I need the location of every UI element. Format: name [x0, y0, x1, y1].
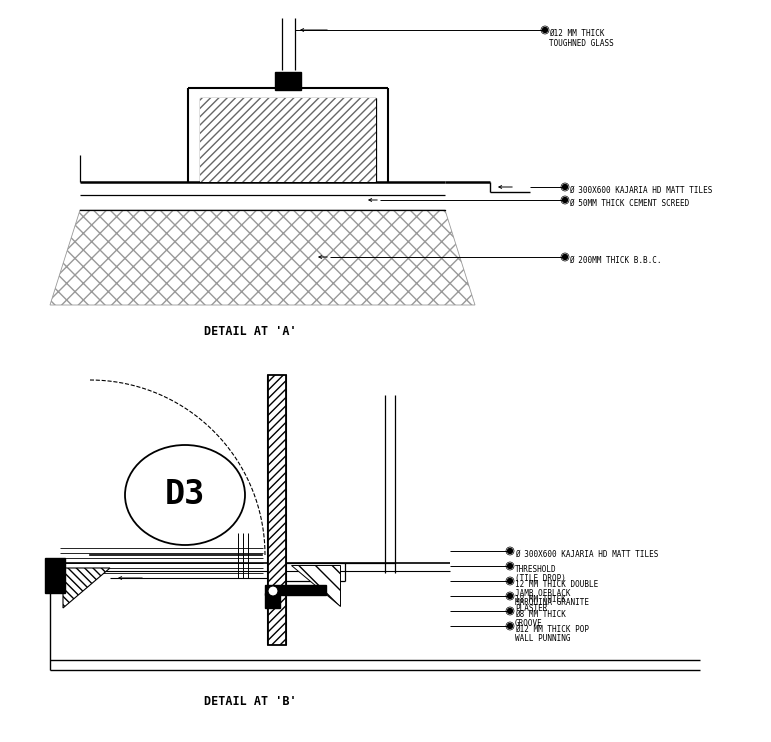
Text: PLASTER: PLASTER	[515, 604, 547, 613]
Text: 18 MM THICK: 18 MM THICK	[515, 595, 566, 604]
Text: WALL PUNNING: WALL PUNNING	[515, 634, 571, 643]
Text: Ø 300X600 KAJARIA HD MATT TILES: Ø 300X600 KAJARIA HD MATT TILES	[569, 186, 712, 195]
Polygon shape	[265, 585, 326, 595]
Bar	[268, 375, 286, 645]
Circle shape	[507, 608, 513, 614]
Polygon shape	[45, 558, 65, 593]
Text: JAMB OFBLACK: JAMB OFBLACK	[515, 589, 571, 598]
Text: Ø 200MM THICK B.B.C.: Ø 200MM THICK B.B.C.	[569, 256, 662, 265]
Polygon shape	[291, 565, 340, 606]
Polygon shape	[50, 210, 475, 305]
Text: DETAIL AT 'B': DETAIL AT 'B'	[204, 695, 296, 708]
Polygon shape	[265, 593, 280, 608]
Text: DETAIL AT 'A': DETAIL AT 'A'	[204, 325, 296, 338]
Circle shape	[563, 197, 567, 203]
Circle shape	[507, 579, 513, 583]
Text: Ø8 MM THICK: Ø8 MM THICK	[515, 610, 566, 619]
Circle shape	[507, 623, 513, 628]
Polygon shape	[275, 72, 301, 90]
Circle shape	[268, 586, 278, 596]
Circle shape	[543, 27, 547, 33]
Circle shape	[507, 548, 513, 554]
Bar	[200, 98, 376, 182]
Text: GROOVE: GROOVE	[515, 619, 543, 628]
Text: D3: D3	[165, 479, 205, 511]
Text: THRESHOLD: THRESHOLD	[515, 565, 557, 574]
Text: (TILE DROP): (TILE DROP)	[515, 574, 566, 583]
Circle shape	[563, 255, 567, 260]
Text: Ø12 MM THICK POP: Ø12 MM THICK POP	[515, 625, 589, 634]
Text: Ø12 MM THICK
TOUGHNED GLASS: Ø12 MM THICK TOUGHNED GLASS	[549, 29, 614, 48]
Circle shape	[563, 185, 567, 189]
Polygon shape	[63, 568, 110, 608]
Text: Ø 50MM THICK CEMENT SCREED: Ø 50MM THICK CEMENT SCREED	[569, 199, 689, 208]
Text: 12 MM THICK DOUBLE: 12 MM THICK DOUBLE	[515, 580, 598, 589]
Text: MARQUINA GRANITE: MARQUINA GRANITE	[515, 598, 589, 607]
Text: Ø 300X600 KAJARIA HD MATT TILES: Ø 300X600 KAJARIA HD MATT TILES	[515, 550, 658, 559]
Circle shape	[507, 594, 513, 599]
Circle shape	[507, 563, 513, 568]
